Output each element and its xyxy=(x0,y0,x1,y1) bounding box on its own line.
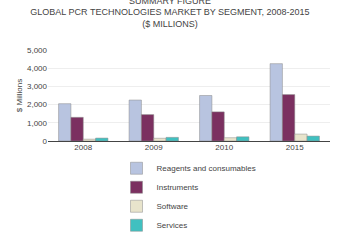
svg-text:2,000: 2,000 xyxy=(27,100,48,109)
svg-text:2009: 2009 xyxy=(145,143,163,152)
svg-text:Reagents and consumables: Reagents and consumables xyxy=(157,164,256,173)
svg-text:1,000: 1,000 xyxy=(27,119,48,128)
svg-text:Instruments: Instruments xyxy=(157,183,199,192)
svg-text:3,000: 3,000 xyxy=(27,82,48,91)
svg-text:SUMMARY FIGUREGLOBAL PCR TECHN: SUMMARY FIGUREGLOBAL PCR TECHNOLOGIES MA… xyxy=(30,0,309,29)
svg-text:2015: 2015 xyxy=(286,143,304,152)
svg-text:Services: Services xyxy=(157,221,188,230)
svg-text:5,000: 5,000 xyxy=(27,46,48,55)
svg-text:$ Millions: $ Millions xyxy=(15,79,24,112)
svg-text:Software: Software xyxy=(157,202,189,211)
svg-text:0: 0 xyxy=(43,137,48,146)
svg-text:2010: 2010 xyxy=(215,143,233,152)
svg-text:2008: 2008 xyxy=(74,143,92,152)
svg-text:4,000: 4,000 xyxy=(27,64,48,73)
